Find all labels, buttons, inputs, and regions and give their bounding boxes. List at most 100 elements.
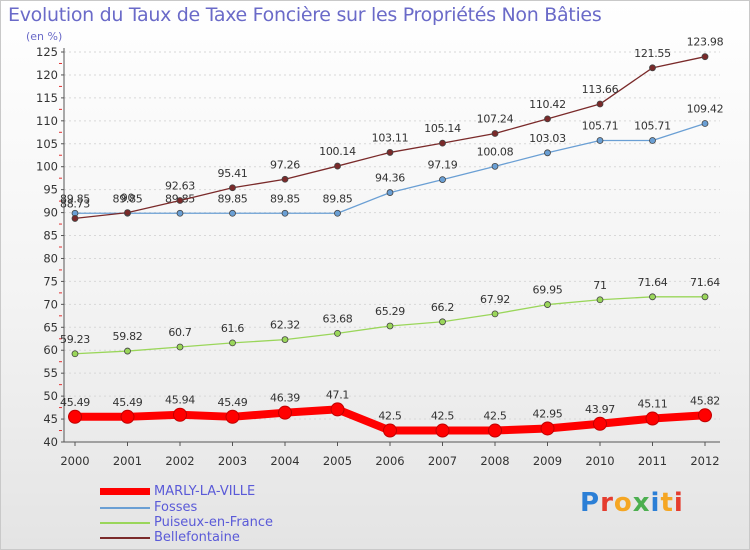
y-tick-label: 100 — [36, 160, 58, 174]
data-point-fosses — [281, 209, 289, 217]
data-label-puiseux-en-france: 61.6 — [221, 322, 245, 335]
data-point-puiseux-en-france — [229, 339, 236, 347]
data-point-puiseux-en-france — [281, 336, 289, 343]
y-tick-label: 115 — [36, 91, 58, 105]
x-tick-label: 2012 — [690, 454, 719, 468]
data-point-marly-la-ville — [173, 407, 187, 422]
data-point-puiseux-en-france — [71, 350, 79, 358]
data-label-marly-la-ville: 45.94 — [165, 394, 195, 407]
y-tick-label: 65 — [43, 320, 58, 334]
data-point-fosses — [229, 209, 236, 217]
data-point-bellefontaine — [596, 100, 604, 108]
legend-swatch-bellefontaine — [100, 537, 150, 539]
data-label-marly-la-ville: 45.82 — [690, 394, 720, 407]
data-point-fosses — [176, 209, 184, 217]
y-tick-label: 75 — [43, 274, 58, 288]
data-point-fosses — [596, 137, 604, 144]
data-label-bellefontaine: 92.63 — [165, 180, 195, 193]
data-point-puiseux-en-france — [334, 329, 341, 337]
data-point-bellefontaine — [701, 53, 709, 61]
data-label-bellefontaine: 103.11 — [372, 131, 409, 144]
x-tick-label: 2002 — [165, 454, 194, 468]
y-tick-label: 105 — [36, 137, 58, 151]
data-label-fosses: 89.85 — [270, 192, 300, 205]
data-point-fosses — [649, 137, 656, 144]
data-point-marly-la-ville — [68, 409, 82, 424]
y-unit-label: (en %) — [26, 30, 63, 43]
data-label-fosses: 105.71 — [582, 120, 619, 133]
y-tick-label: 90 — [43, 206, 58, 220]
data-point-bellefontaine — [439, 139, 446, 147]
x-tick-label: 2010 — [585, 454, 614, 468]
data-label-bellefontaine: 113.66 — [582, 83, 619, 96]
data-label-puiseux-en-france: 59.23 — [60, 333, 90, 346]
data-label-marly-la-ville: 47.1 — [326, 388, 349, 401]
data-point-fosses — [334, 209, 341, 217]
data-point-marly-la-ville — [698, 408, 712, 423]
y-tick-label: 110 — [36, 114, 58, 128]
x-tick-label: 2003 — [218, 454, 247, 468]
data-label-fosses: 103.03 — [529, 132, 566, 145]
data-point-fosses — [439, 176, 446, 183]
data-point-marly-la-ville — [540, 421, 555, 436]
data-point-bellefontaine — [229, 184, 236, 192]
data-point-puiseux-en-france — [701, 293, 709, 301]
data-label-puiseux-en-france: 71.64 — [690, 276, 720, 289]
y-tick-label: 60 — [43, 343, 58, 357]
legend-label-bellefontaine: Bellefontaine — [154, 530, 240, 545]
legend-swatch-fosses — [100, 507, 150, 509]
y-tick-label: 85 — [43, 229, 58, 243]
data-label-puiseux-en-france: 62.32 — [270, 319, 300, 332]
data-point-bellefontaine — [649, 64, 656, 72]
data-point-marly-la-ville — [225, 409, 240, 424]
x-tick-label: 2008 — [480, 454, 509, 468]
data-point-fosses — [386, 189, 394, 196]
data-point-bellefontaine — [281, 175, 289, 183]
data-label-fosses: 105.71 — [634, 120, 671, 133]
data-label-bellefontaine: 105.14 — [424, 122, 461, 135]
data-point-marly-la-ville — [435, 423, 450, 438]
data-point-marly-la-ville — [330, 402, 345, 417]
data-label-fosses: 109.42 — [687, 102, 724, 115]
y-tick-label: 70 — [43, 297, 58, 311]
y-tick-label: 40 — [43, 435, 58, 449]
legend-label-puiseux: Puiseux-en-France — [154, 515, 274, 530]
x-tick-label: 2001 — [113, 454, 142, 468]
data-label-bellefontaine: 110.42 — [529, 98, 566, 111]
data-label-marly-la-ville: 42.5 — [483, 410, 507, 423]
x-tick-label: 2005 — [323, 454, 352, 468]
data-point-puiseux-en-france — [649, 293, 656, 301]
y-tick-label: 125 — [36, 45, 58, 59]
data-label-puiseux-en-france: 71 — [593, 279, 606, 292]
data-point-fosses — [701, 120, 709, 127]
data-label-fosses: 94.36 — [375, 172, 405, 185]
legend-swatch-puiseux — [100, 522, 150, 524]
y-tick-label: 45 — [43, 412, 58, 426]
data-label-puiseux-en-france: 71.64 — [638, 276, 668, 289]
data-point-fosses — [544, 149, 551, 157]
data-label-puiseux-en-france: 63.68 — [323, 312, 353, 325]
data-point-puiseux-en-france — [439, 318, 446, 326]
data-point-puiseux-en-france — [386, 322, 394, 330]
data-point-fosses — [491, 162, 499, 170]
data-point-marly-la-ville — [383, 423, 397, 438]
data-label-bellefontaine: 97.26 — [270, 158, 300, 171]
data-label-puiseux-en-france: 65.29 — [375, 305, 405, 318]
data-label-puiseux-en-france: 59.82 — [113, 330, 143, 343]
chart-title: Evolution du Taux de Taxe Foncière sur l… — [8, 4, 602, 26]
data-label-fosses: 97.19 — [428, 159, 458, 172]
x-tick-label: 2011 — [638, 454, 667, 468]
data-point-puiseux-en-france — [596, 296, 604, 304]
data-label-marly-la-ville: 45.11 — [638, 398, 668, 411]
y-tick-label: 120 — [36, 68, 58, 82]
data-point-puiseux-en-france — [544, 301, 551, 308]
data-label-marly-la-ville: 45.49 — [60, 396, 90, 409]
data-point-bellefontaine — [124, 209, 131, 216]
data-label-puiseux-en-france: 69.95 — [533, 284, 563, 297]
y-tick-label: 80 — [43, 251, 58, 265]
data-label-bellefontaine: 123.98 — [687, 36, 724, 49]
data-label-marly-la-ville: 45.49 — [113, 396, 143, 409]
y-tick-label: 50 — [43, 389, 58, 403]
x-tick-label: 2000 — [60, 454, 89, 468]
